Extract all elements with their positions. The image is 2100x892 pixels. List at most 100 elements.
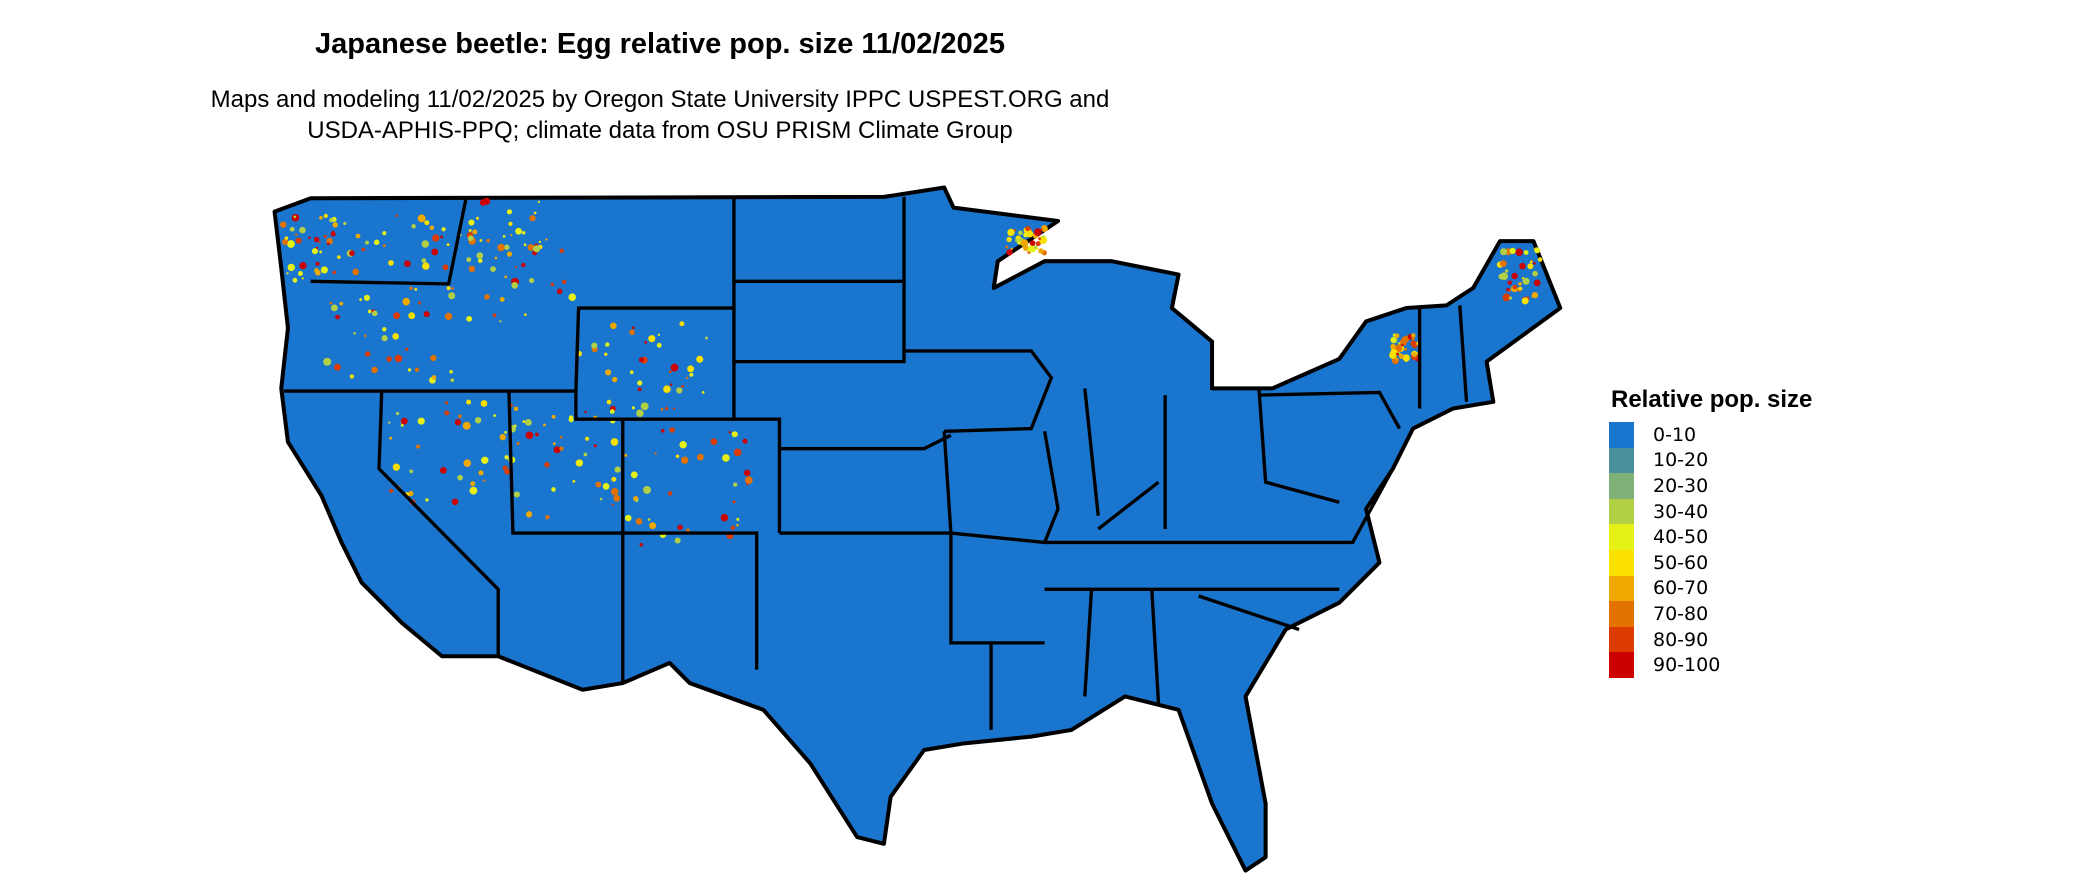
hotspot-mark [417,417,425,425]
hotspot-mark [1040,228,1043,231]
hotspot-mark [610,487,619,496]
state-borders [283,196,1469,730]
legend-label: 70-80 [1653,602,1709,625]
legend-swatch [1609,601,1634,627]
hotspot-mark [409,286,413,290]
legend-item: 60-70 [1609,575,1812,602]
hotspot-mark [1527,263,1534,270]
hotspot-mark [559,248,564,254]
hotspot-mark [451,498,459,506]
hotspot-mark [545,515,550,520]
legend-item: 50-60 [1609,549,1812,576]
hotspot-mark [479,239,483,242]
hotspot-mark [1038,248,1044,254]
hotspot-mark [446,286,451,291]
state-border [507,391,759,670]
hotspot-mark [373,239,380,246]
hotspot-mark [444,312,453,321]
hotspot-mark [392,332,399,340]
hotspot-mark [451,287,454,290]
hotspot-mark [400,423,404,427]
hotspot-mark [337,255,341,259]
hotspot-mark [647,518,651,521]
state-border [574,391,782,534]
hotspot-mark [287,240,295,248]
hotspot-mark [731,431,738,438]
hotspot-mark [611,503,614,506]
hotspot-mark [423,311,430,318]
legend-swatch [1609,524,1634,550]
legend-item: 40-50 [1609,524,1812,550]
hotspot-mark [1022,244,1029,251]
hotspot-mark [667,491,673,496]
hotspot-mark [1018,230,1023,236]
hotspot-mark [1509,247,1516,255]
state-border [1044,467,1395,545]
hotspot-mark [1006,249,1013,256]
hotspot-mark [299,262,307,270]
hotspot-mark [315,261,320,266]
hotspot-mark [470,481,476,487]
hotspot-mark [562,279,567,285]
hotspot-mark [681,456,689,464]
hotspot-mark [326,242,330,246]
hotspot-mark [629,329,635,336]
hotspot-mark [568,293,577,301]
state-border [377,391,500,657]
hotspot-mark [624,453,628,457]
state-border [310,197,468,286]
legend-item: 80-90 [1609,626,1812,653]
hotspot-mark [669,383,673,386]
hotspot-mark [701,390,705,394]
hotspot-mark [332,270,337,275]
hotspot-mark [389,488,394,493]
hotspot-mark [604,352,608,356]
hotspot-mark [515,227,522,235]
hotspot-mark [469,486,478,495]
hotspot-mark [329,217,334,223]
hotspot-mark [529,215,536,222]
hotspot-mark [1533,261,1536,265]
hotspot-mark [386,356,392,362]
hotspot-mark [329,301,333,305]
hotspot-mark [1504,269,1509,273]
hotspot-mark [612,376,618,383]
hotspot-mark [504,455,509,460]
state-border [732,361,952,451]
hotspot-mark [1411,333,1416,338]
hotspot-mark [479,199,487,206]
hotspot-mark [441,227,446,232]
hotspot-mark [736,517,740,521]
legend: Relative pop. size 0-10 10-20 20-30 30-40 40… [1609,386,1812,678]
state-border [732,281,906,364]
hotspot-mark [553,446,561,454]
hotspot-mark [1411,352,1417,358]
hotspot-mark [1402,354,1410,362]
hotspot-mark [319,215,323,220]
hotspot-mark [1035,241,1041,247]
hotspot-mark [462,421,471,430]
hotspot-mark [313,236,320,243]
hotspot-mark [371,366,378,374]
hotspot-mark [440,235,444,239]
legend-swatch [1609,447,1634,474]
legend-swatch [1609,626,1634,653]
hotspot-mark [323,357,332,366]
hotspot-mark [295,233,298,236]
hotspot-mark [414,287,418,291]
state-border [1097,480,1300,632]
hotspot-mark [1523,250,1529,256]
hotspot-mark [389,436,393,440]
hotspot-mark [1529,260,1533,264]
hotspot-mark [697,453,704,461]
hotspot-mark [442,264,449,271]
legend-label: 0-10 [1653,423,1697,446]
hotspot-mark [1521,277,1525,280]
hotspot-mark [1396,352,1399,356]
hotspot-mark [1010,247,1014,250]
hotspot-mark [637,380,643,386]
hotspot-mark [670,363,679,372]
legend-item: 20-30 [1609,473,1812,499]
hotspot-layer [280,197,1543,547]
hotspot-mark [364,240,369,245]
